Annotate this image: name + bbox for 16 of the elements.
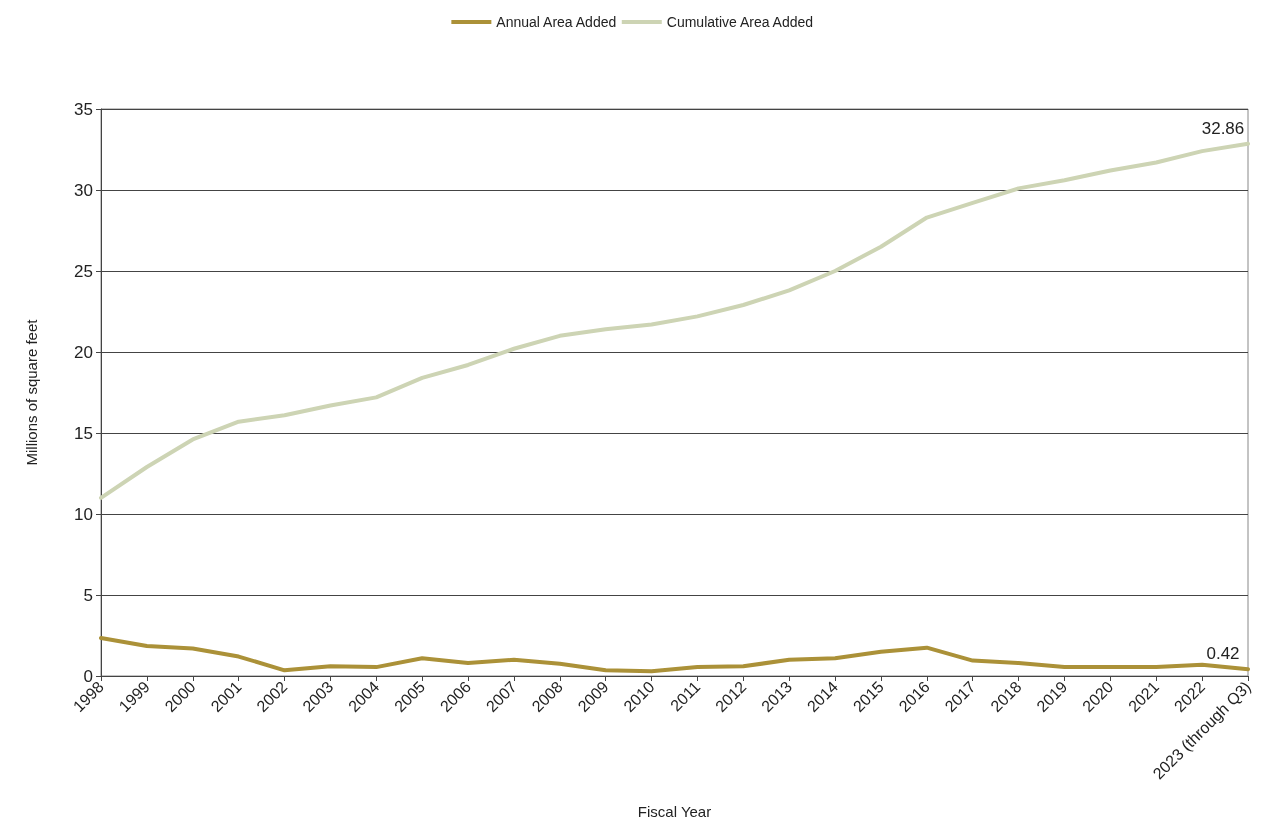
line-series — [99, 635, 1250, 674]
y-tick-label: 10 — [74, 504, 93, 524]
y-tick-label: 35 — [74, 99, 93, 119]
data-label: 32.86 — [1201, 118, 1245, 138]
y-tick-label: 15 — [74, 423, 93, 443]
y-axis-title: Millions of square feet — [23, 318, 40, 466]
y-tick-label: 5 — [83, 585, 93, 605]
y-tick-label: 0 — [83, 666, 93, 686]
data-label: 0.42 — [1206, 644, 1240, 664]
line-series — [99, 141, 1250, 500]
y-tick-label: 25 — [74, 261, 93, 281]
y-tick-label: 30 — [74, 180, 93, 200]
legend-label: Annual Area Added — [496, 14, 617, 30]
x-axis-title: Fiscal Year — [637, 803, 712, 820]
legend-label: Cumulative Area Added — [666, 14, 814, 30]
y-tick-label: 20 — [74, 342, 93, 362]
